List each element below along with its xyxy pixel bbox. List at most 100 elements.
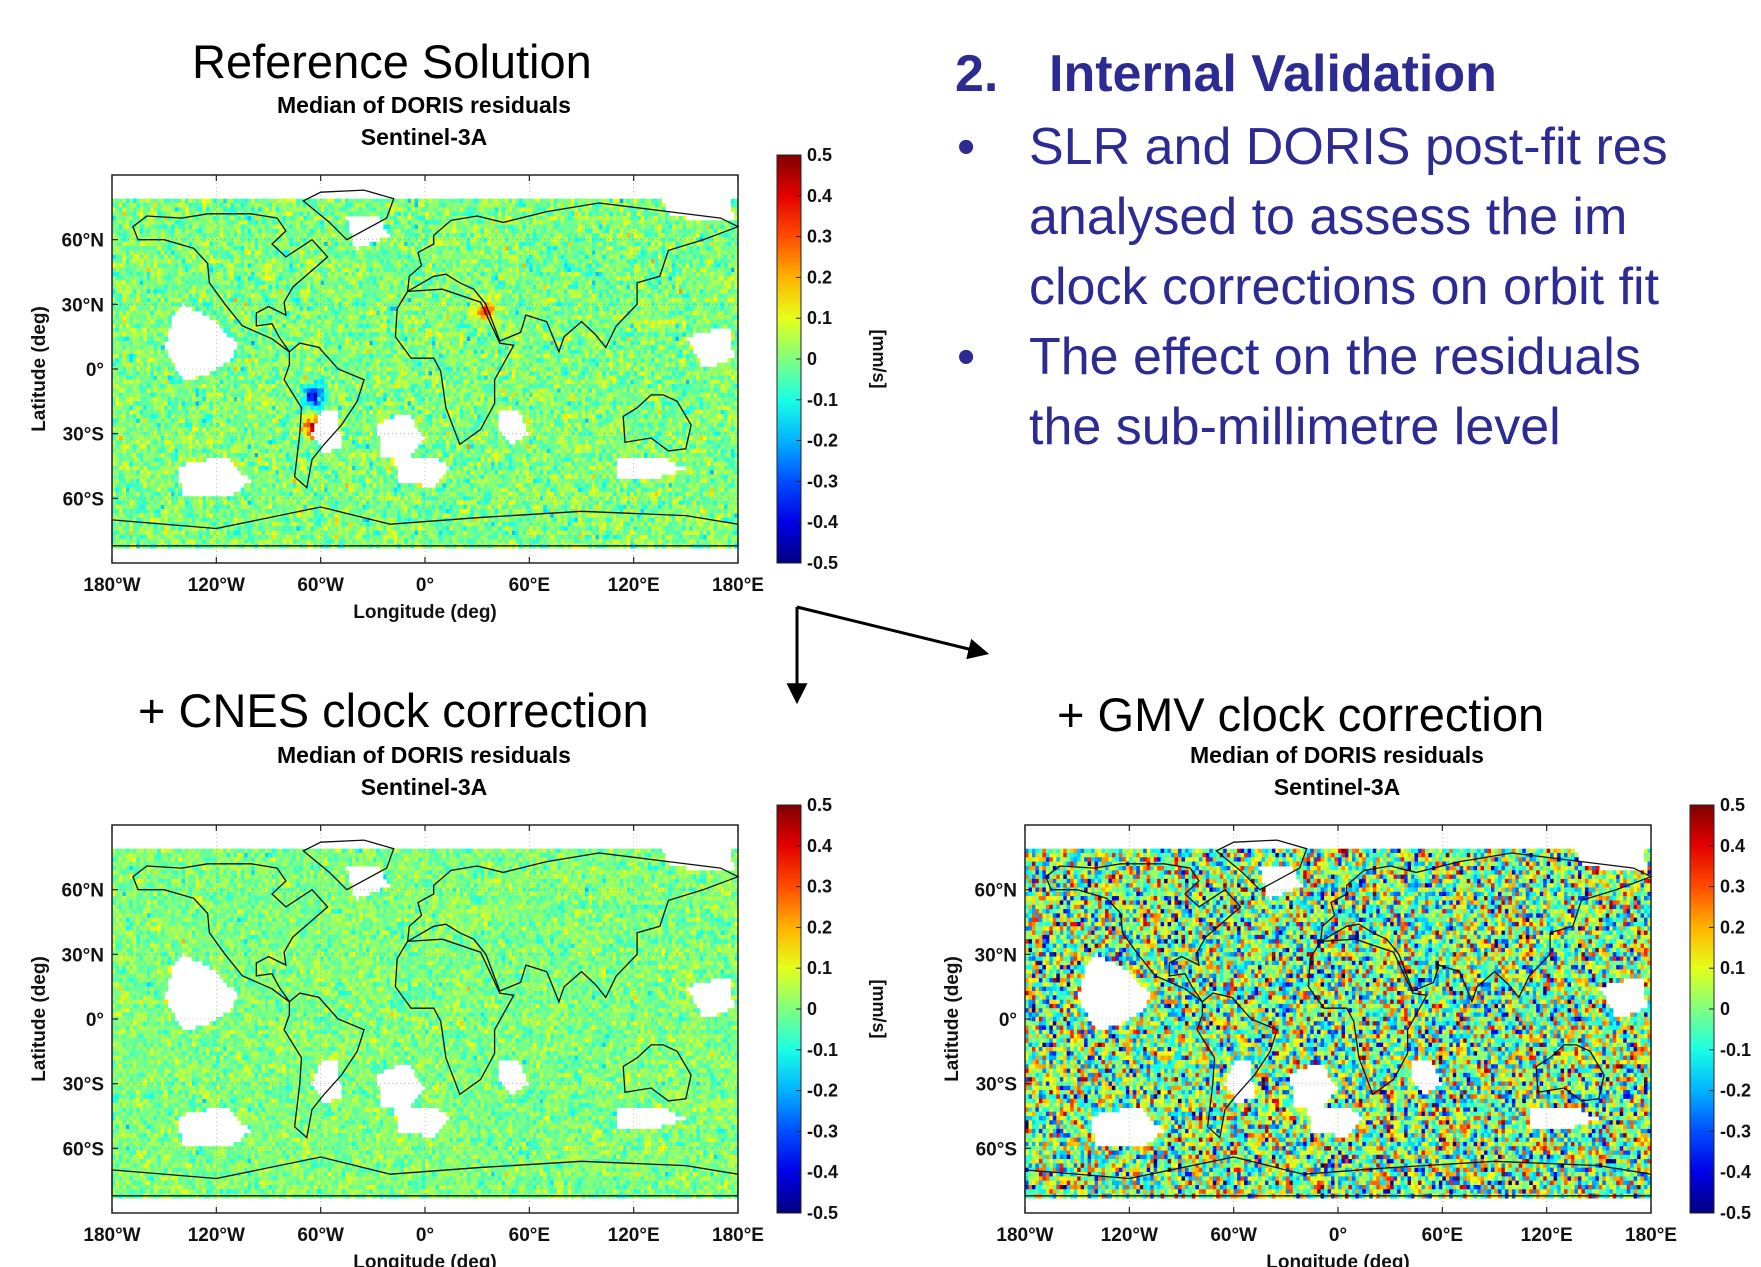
chart-reference: 180°W 120°W 60°W 0° 60°E 120°E 180°E60°N30°N0°…: [29, 145, 889, 623]
heat-cell: [146, 276, 151, 282]
heat-cell: [640, 263, 645, 269]
heat-cell: [651, 211, 656, 217]
heat-cell: [609, 267, 614, 273]
heat-cell: [393, 250, 398, 256]
heat-cell: [265, 272, 270, 277]
heat-cell: [407, 203, 412, 208]
heat-cell: [452, 302, 457, 308]
heat-cell: [185, 267, 190, 273]
heat-cell: [411, 203, 416, 208]
heat-cell: [616, 207, 621, 213]
heat-cell: [171, 237, 176, 243]
heat-cell: [682, 241, 687, 247]
heat-cell: [226, 259, 231, 264]
heat-cell: [609, 263, 614, 269]
heat-cell: [567, 297, 572, 303]
heat-cell: [216, 250, 221, 256]
heat-cell: [397, 276, 402, 282]
heat-cell: [588, 211, 593, 217]
heat-cell: [595, 276, 600, 282]
heat-cell: [550, 211, 555, 217]
heat-cell: [150, 259, 155, 264]
heat-cell: [153, 315, 158, 320]
heat-cell: [237, 237, 242, 243]
heat-cell: [647, 250, 652, 256]
heat-cell: [299, 315, 304, 320]
heat-cell: [167, 280, 172, 286]
heat-cell: [411, 306, 416, 312]
heat-cell: [202, 250, 207, 256]
heat-cell: [644, 241, 649, 247]
heat-cell: [557, 289, 562, 295]
heat-cell: [699, 233, 704, 239]
heat-cell: [637, 263, 642, 269]
heat-cell: [379, 310, 384, 316]
heat-cell: [706, 267, 711, 273]
heat-cell: [282, 198, 287, 204]
heat-cell: [685, 276, 690, 282]
heat-cell: [675, 280, 680, 286]
heat-cell: [397, 241, 402, 247]
heat-cell: [480, 293, 485, 299]
heat-cell: [198, 280, 203, 286]
heat-cell: [345, 198, 350, 204]
heat-cell: [192, 267, 197, 273]
heat-cell: [160, 289, 165, 295]
heat-cell: [585, 306, 590, 312]
heat-cell: [477, 302, 482, 308]
heat-cell: [692, 224, 697, 230]
heat-cell: [129, 272, 134, 277]
heat-cell: [146, 284, 151, 290]
heat-cell: [731, 224, 736, 230]
heat-cell: [306, 259, 311, 264]
heat-cell: [390, 263, 395, 269]
heat-cell: [112, 272, 117, 277]
heat-cell: [553, 306, 558, 312]
heat-cell: [251, 216, 256, 221]
heat-cell: [595, 203, 600, 208]
heat-cell: [706, 280, 711, 286]
heat-cell: [591, 203, 596, 208]
heat-cell: [633, 272, 638, 277]
heat-cell: [369, 207, 374, 213]
heat-cell: [390, 216, 395, 221]
heat-cell: [150, 246, 155, 251]
heat-cell: [317, 315, 322, 320]
heat-cell: [473, 302, 478, 308]
heat-cell: [463, 246, 468, 251]
heat-cell: [543, 306, 548, 312]
heat-cell: [369, 315, 374, 320]
heat-cell: [578, 302, 583, 308]
heat-cell: [119, 216, 124, 221]
heat-cell: [557, 198, 562, 204]
heat-cell: [174, 259, 179, 264]
heat-cell: [292, 302, 297, 308]
heat-cell: [581, 216, 586, 221]
heat-cell: [146, 272, 151, 277]
heat-cell: [136, 280, 141, 286]
heat-cell: [682, 293, 687, 299]
heat-cell: [550, 280, 555, 286]
heat-cell: [456, 233, 461, 239]
heat-cell: [525, 207, 530, 213]
heat-cell: [734, 259, 739, 264]
heat-cell: [560, 246, 565, 251]
heat-cell: [626, 198, 631, 204]
heat-cell: [724, 315, 729, 320]
heat-cell: [157, 263, 162, 269]
heat-cell: [692, 237, 697, 243]
heat-cell: [272, 228, 277, 234]
heat-cell: [581, 241, 586, 247]
heat-cell: [459, 228, 464, 234]
heat-cell: [240, 306, 245, 312]
heat-cell: [515, 237, 520, 243]
heat-cell: [425, 280, 430, 286]
heat-cell: [637, 276, 642, 282]
heat-cell: [418, 250, 423, 256]
heat-cell: [696, 302, 701, 308]
heat-cell: [150, 220, 155, 226]
heat-cell: [306, 263, 311, 269]
heat-cell: [505, 246, 510, 251]
heat-cell: [400, 246, 405, 251]
heat-cell: [494, 220, 499, 226]
